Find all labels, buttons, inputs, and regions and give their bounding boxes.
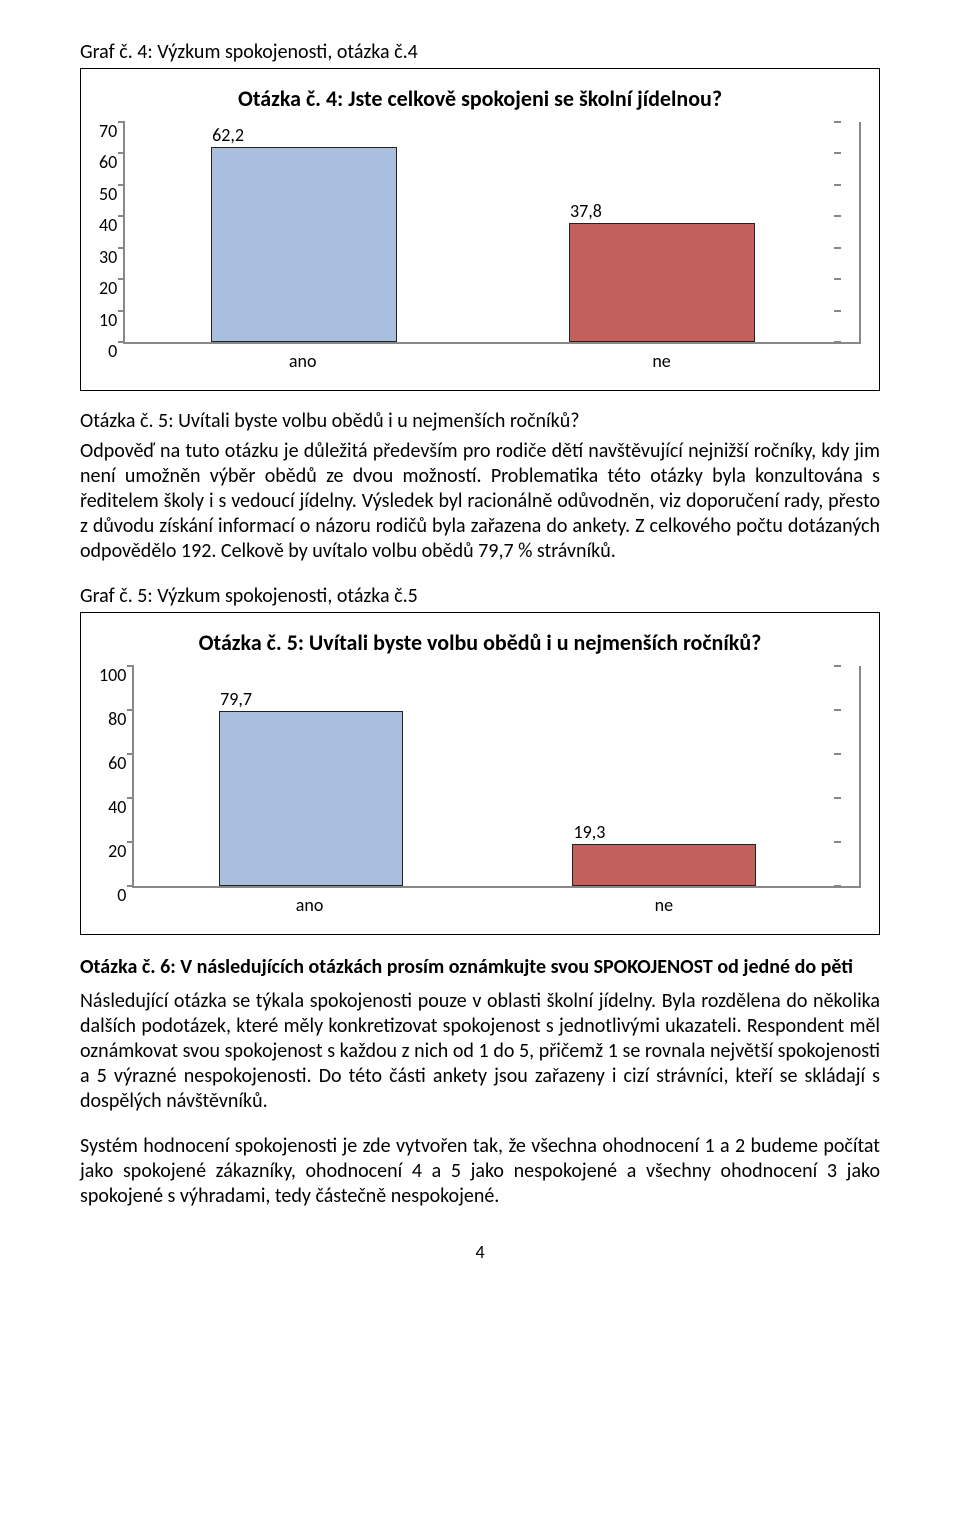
paragraph-3: Systém hodnocení spokojenosti je zde vyt… bbox=[80, 1134, 880, 1209]
bar: 19,3 bbox=[572, 844, 756, 886]
chart1-x-labels: anone bbox=[123, 350, 861, 372]
question5-heading: Otázka č. 5: Uvítali byste volbu obědů i… bbox=[80, 409, 880, 433]
x-tick-label: ano bbox=[132, 894, 486, 916]
bar: 62,2 bbox=[211, 147, 397, 342]
bar-value-label: 79,7 bbox=[220, 688, 252, 710]
chart1-title: Otázka č. 4: Jste celkově spokojeni se š… bbox=[99, 85, 861, 112]
bar-cell: 19,3 bbox=[488, 666, 841, 886]
bar-value-label: 37,8 bbox=[570, 200, 602, 222]
chart2-caption: Graf č. 5: Výzkum spokojenosti, otázka č… bbox=[80, 584, 880, 608]
paragraph-2: Následující otázka se týkala spokojenost… bbox=[80, 989, 880, 1114]
bar: 79,7 bbox=[219, 711, 403, 886]
x-tick-label: ne bbox=[487, 894, 841, 916]
bar-value-label: 19,3 bbox=[573, 821, 605, 843]
chart1-container: Otázka č. 4: Jste celkově spokojeni se š… bbox=[80, 68, 880, 391]
bar-cell: 62,2 bbox=[125, 122, 483, 342]
chart2-y-axis: 100806040200 bbox=[99, 666, 132, 886]
chart2-container: Otázka č. 5: Uvítali byste volbu obědů i… bbox=[80, 612, 880, 935]
chart1-caption: Graf č. 4: Výzkum spokojenosti, otázka č… bbox=[80, 40, 880, 64]
question6-heading: Otázka č. 6: V následujících otázkách pr… bbox=[80, 955, 880, 979]
bar-cell: 79,7 bbox=[134, 666, 487, 886]
x-tick-label: ano bbox=[123, 350, 482, 372]
chart2-x-labels: anone bbox=[132, 894, 861, 916]
page-number: 4 bbox=[80, 1241, 880, 1263]
paragraph-1: Odpověď na tuto otázku je důležitá přede… bbox=[80, 439, 880, 564]
bar-cell: 37,8 bbox=[483, 122, 841, 342]
bar-value-label: 62,2 bbox=[212, 124, 244, 146]
chart2-plot: 79,7 19,3 bbox=[132, 666, 861, 888]
x-tick-label: ne bbox=[482, 350, 841, 372]
chart2-title: Otázka č. 5: Uvítali byste volbu obědů i… bbox=[99, 629, 861, 656]
bar: 37,8 bbox=[569, 223, 755, 342]
chart1-plot: 62,2 37,8 bbox=[123, 122, 861, 344]
